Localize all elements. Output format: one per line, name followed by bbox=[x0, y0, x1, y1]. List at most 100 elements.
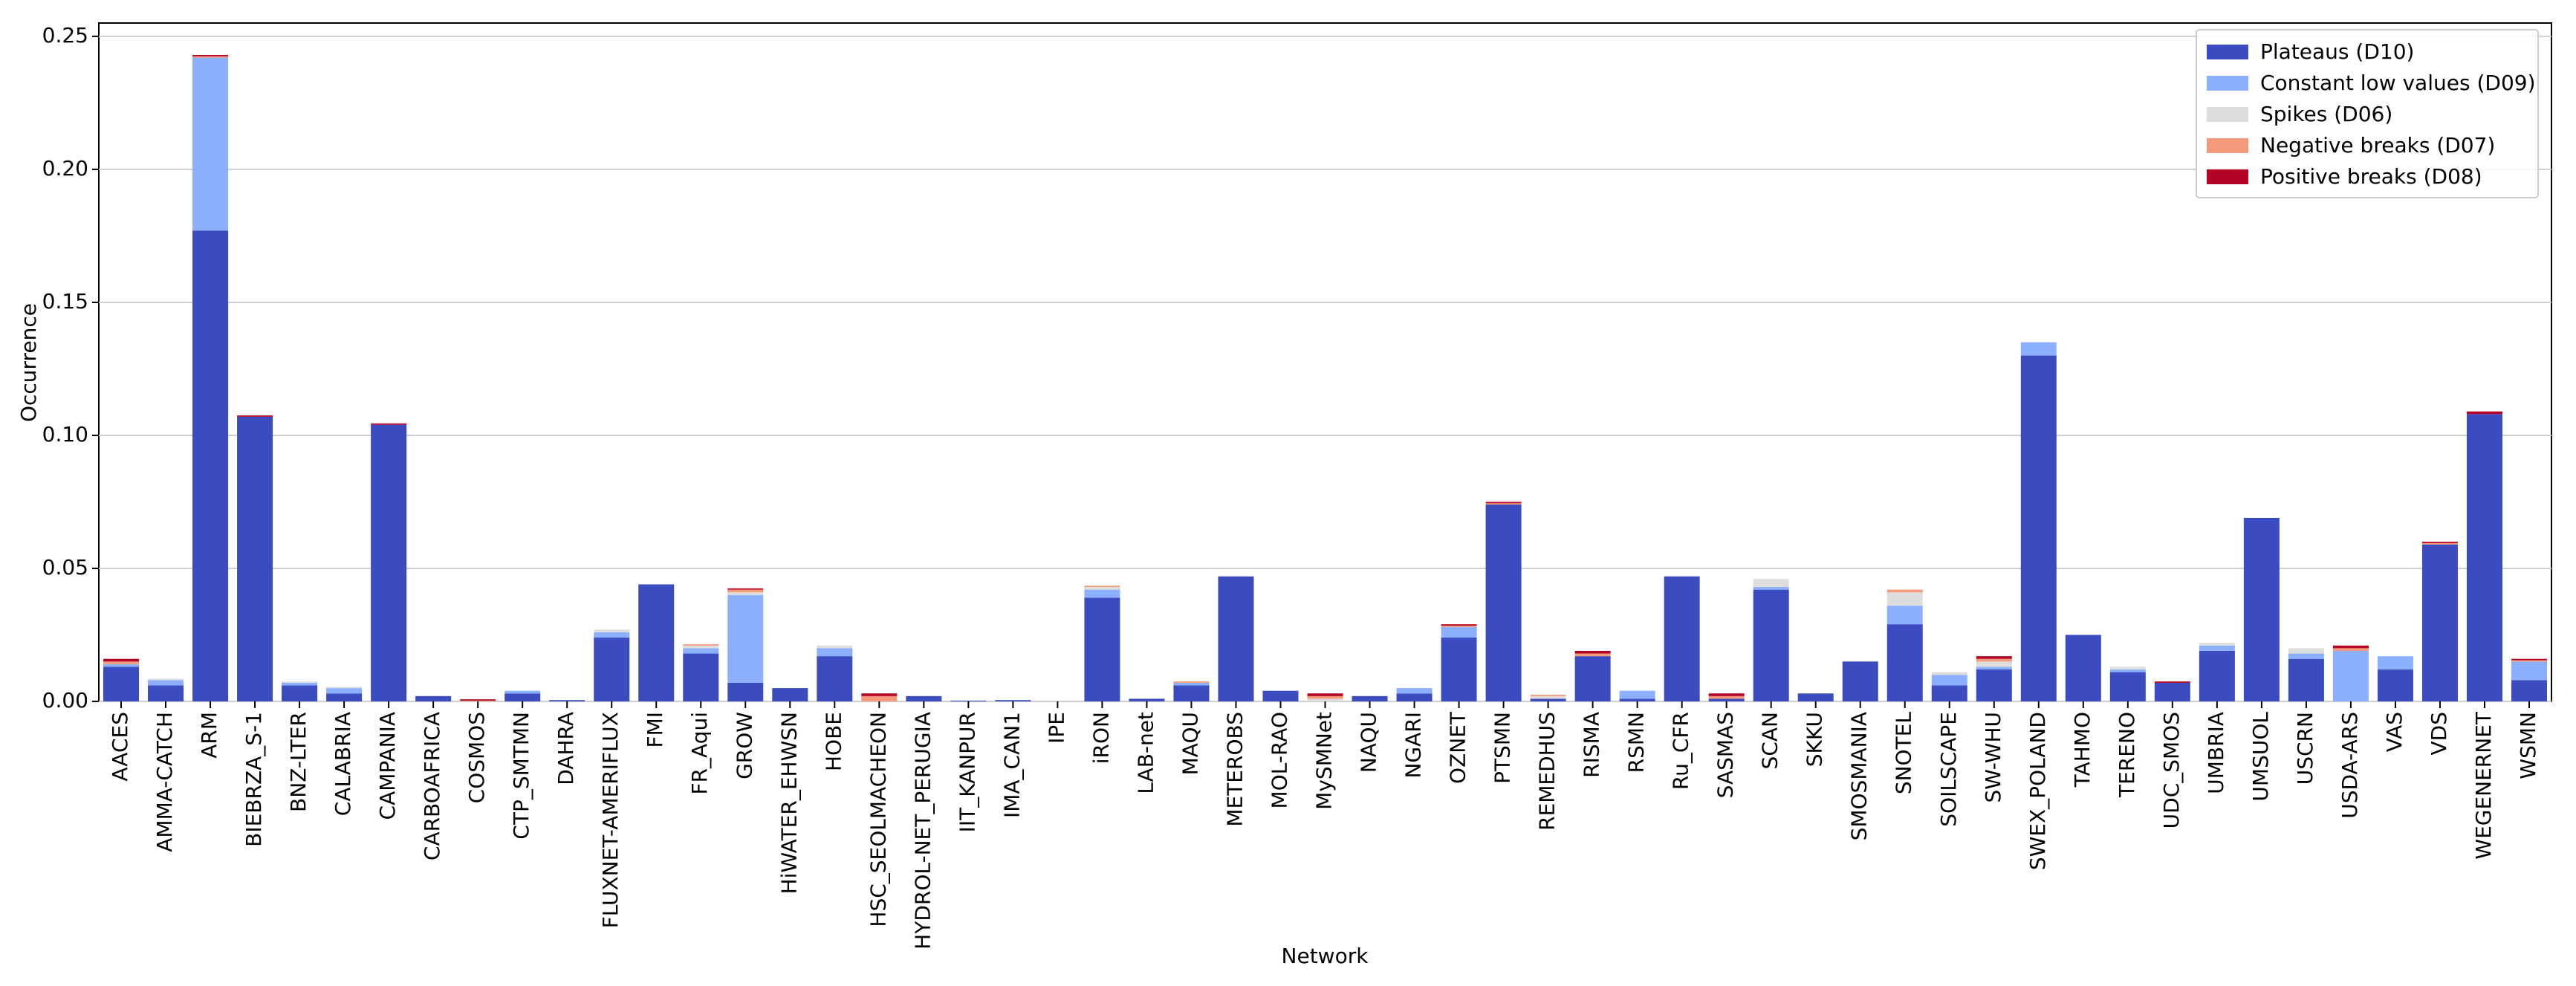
bar-segment bbox=[727, 592, 764, 595]
bar-segment bbox=[2020, 342, 2057, 356]
bar-segment bbox=[2154, 682, 2190, 701]
bar-segment bbox=[2332, 645, 2369, 649]
bar-segment bbox=[2466, 411, 2502, 415]
legend-label: Constant low values (D09) bbox=[2260, 71, 2536, 95]
x-tick-label: PTSMN bbox=[1490, 712, 1515, 784]
x-tick-label: SNOTEL bbox=[1892, 712, 1916, 795]
bar-segment bbox=[415, 695, 452, 701]
bar-segment bbox=[192, 54, 229, 56]
legend-label: Positive breaks (D08) bbox=[2260, 164, 2482, 189]
bar-segment bbox=[861, 693, 898, 696]
plot-frame bbox=[98, 22, 2552, 702]
bar-segment bbox=[103, 658, 140, 662]
x-tick-label: UDC_SMOS bbox=[2159, 712, 2184, 828]
bar-segment bbox=[2421, 544, 2458, 701]
bar-segment bbox=[1976, 658, 2012, 662]
x-tick-label: CALABRIA bbox=[331, 712, 355, 816]
bar-segment bbox=[1307, 695, 1343, 699]
x-tick-label: RSMN bbox=[1624, 712, 1649, 773]
bar-segment bbox=[1574, 650, 1611, 654]
x-tick-label: SKKU bbox=[1803, 712, 1827, 767]
legend-label: Negative breaks (D07) bbox=[2260, 133, 2495, 158]
bar-segment bbox=[2332, 648, 2369, 651]
bar-segment bbox=[1753, 579, 1789, 588]
bar-segment bbox=[1619, 690, 1655, 699]
x-tick-label: IPE bbox=[1044, 712, 1068, 744]
bar-segment bbox=[460, 699, 496, 701]
bar-segment bbox=[2511, 658, 2547, 661]
x-tick-label: HYDROL-NET_PERUGIA bbox=[910, 712, 935, 950]
bar-segment bbox=[1574, 656, 1611, 701]
bar-segment bbox=[148, 680, 184, 686]
y-tick-label: 0.10 bbox=[42, 422, 88, 447]
bar-segment bbox=[1797, 693, 1834, 701]
x-tick-label: NGARI bbox=[1401, 712, 1426, 779]
bar-segment bbox=[549, 700, 585, 701]
bar-segment bbox=[1307, 698, 1343, 701]
bar-segment bbox=[1976, 669, 2012, 701]
bar-segment bbox=[326, 693, 363, 701]
bar-segment bbox=[906, 695, 942, 701]
bar-segment bbox=[1173, 682, 1210, 686]
x-tick-label: COSMOS bbox=[464, 712, 489, 803]
x-tick-label: AACES bbox=[108, 712, 132, 782]
bar-segment bbox=[683, 653, 719, 701]
bar-segment bbox=[282, 682, 318, 686]
bar-segment bbox=[148, 685, 184, 701]
bar-segment bbox=[237, 416, 273, 701]
bar-segment bbox=[1976, 661, 2012, 667]
x-axis-label: Network bbox=[1282, 944, 1369, 968]
bar-segment bbox=[1084, 597, 1120, 701]
x-tick-label: HiWATER_EHWSN bbox=[776, 712, 801, 894]
x-tick-label: NAQU bbox=[1357, 712, 1381, 773]
x-tick-label: IIT_KANPUR bbox=[955, 712, 979, 832]
x-tick-label: SOILSCAPE bbox=[1936, 712, 1961, 827]
bar-segment bbox=[638, 584, 675, 701]
bar-segment bbox=[817, 656, 853, 701]
bar-segment bbox=[2109, 672, 2146, 701]
x-tick-label: CAMPANIA bbox=[375, 712, 400, 820]
x-tick-label: Ru_CFR bbox=[1669, 712, 1693, 790]
bar-segment bbox=[2288, 653, 2324, 659]
legend-swatch bbox=[2207, 138, 2248, 153]
bar-segment bbox=[192, 230, 229, 701]
bar-segment bbox=[2421, 542, 2458, 543]
bar-segment bbox=[505, 693, 541, 701]
x-tick-label: USDA-ARS bbox=[2337, 712, 2362, 819]
x-tick-label: MOL-RAO bbox=[1267, 712, 1291, 808]
x-tick-label: FR_Aqui bbox=[687, 712, 712, 795]
legend-box bbox=[2196, 29, 2539, 198]
bar-segment bbox=[148, 678, 184, 681]
legend-swatch bbox=[2207, 76, 2248, 91]
x-tick-label: HSC_SEOLMACHEON bbox=[866, 712, 890, 927]
x-tick-label: SW-WHU bbox=[1981, 712, 2005, 803]
bar-segment bbox=[2511, 661, 2547, 681]
bar-segment bbox=[727, 682, 764, 701]
bar-segment bbox=[1441, 625, 1477, 627]
bar-segment bbox=[1307, 693, 1343, 696]
x-tick-label: UMBRIA bbox=[2204, 712, 2228, 794]
x-tick-label: TERENO bbox=[2115, 712, 2139, 798]
bar-segment bbox=[1441, 626, 1477, 638]
bar-segment bbox=[2199, 650, 2235, 701]
bar-segment bbox=[1441, 624, 1477, 626]
x-tick-label: SASMAS bbox=[1713, 712, 1738, 798]
x-tick-label: UMSUOL bbox=[2248, 712, 2273, 802]
bar-segment bbox=[326, 688, 363, 694]
bar-segment bbox=[995, 700, 1031, 701]
bar-segment bbox=[2065, 635, 2101, 701]
x-tick-label: IMA_CAN1 bbox=[999, 712, 1024, 818]
bar-segment bbox=[2154, 681, 2190, 683]
bar-segment bbox=[1931, 685, 1967, 701]
x-tick-label: SWEX_POLAND bbox=[2025, 712, 2050, 870]
bar-segment bbox=[103, 666, 140, 701]
y-tick-label: 0.25 bbox=[42, 23, 88, 48]
x-tick-label: ARM bbox=[197, 712, 221, 759]
bar-segment bbox=[2332, 650, 2369, 701]
bar-segment bbox=[1886, 592, 1923, 606]
x-tick-label: USCRN bbox=[2293, 712, 2317, 785]
bar-segment bbox=[237, 415, 273, 417]
bar-segment bbox=[2109, 666, 2146, 670]
bar-segment bbox=[282, 681, 318, 683]
